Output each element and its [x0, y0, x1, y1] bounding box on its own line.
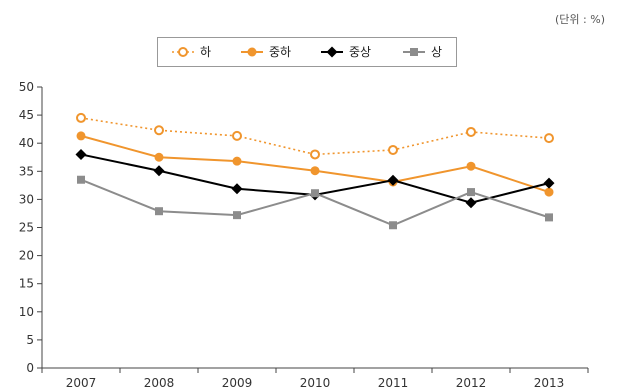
- legend-item: 상: [403, 45, 442, 59]
- legend-marker: [178, 47, 188, 57]
- y-tick-label: 5: [26, 333, 34, 347]
- x-tick-label: 2012: [456, 376, 487, 390]
- legend-item: 중하: [241, 45, 291, 59]
- data-point: [76, 112, 86, 123]
- x-tick-label: 2011: [378, 376, 409, 390]
- data-point: [153, 165, 165, 177]
- y-tick-label: 50: [19, 80, 34, 94]
- data-point: [467, 188, 475, 197]
- data-point: [389, 221, 397, 230]
- legend-label: 하: [200, 45, 211, 59]
- unit-label: (단위 : %): [555, 13, 605, 26]
- chart-legend: 하 중하 중상 상: [157, 37, 457, 67]
- data-point: [387, 174, 399, 186]
- y-tick-label: 10: [19, 305, 34, 319]
- data-point: [154, 125, 164, 136]
- x-tick-label: 2010: [300, 376, 331, 390]
- legend-item: 하: [172, 45, 211, 59]
- legend-marker: [326, 46, 338, 58]
- series-1: [76, 112, 554, 160]
- legend-item: 중상: [321, 45, 371, 59]
- series-line: [80, 134, 550, 194]
- y-tick-label: 40: [19, 136, 34, 150]
- data-point: [232, 156, 242, 166]
- data-point: [465, 197, 477, 209]
- data-point: [388, 144, 398, 155]
- data-point: [75, 148, 87, 160]
- series-line: [80, 178, 550, 227]
- x-tick-label: 2013: [534, 376, 565, 390]
- y-tick-label: 45: [19, 108, 34, 122]
- series-line: [80, 117, 550, 156]
- y-tick-label: 0: [26, 361, 34, 375]
- data-point: [544, 187, 554, 197]
- series-2: [76, 131, 554, 197]
- data-point: [154, 152, 164, 162]
- data-point: [155, 207, 163, 216]
- y-tick-label: 35: [19, 164, 34, 178]
- data-point: [311, 189, 319, 198]
- x-tick-label: 2007: [66, 376, 97, 390]
- x-tick-label: 2008: [144, 376, 175, 390]
- data-point: [544, 133, 554, 144]
- data-point: [310, 149, 320, 160]
- legend-label: 상: [431, 45, 442, 59]
- data-point: [466, 161, 476, 171]
- data-point: [310, 166, 320, 176]
- y-tick-label: 30: [19, 192, 34, 206]
- data-point: [232, 130, 242, 141]
- x-tick-label: 2009: [222, 376, 253, 390]
- data-point: [466, 126, 476, 137]
- legend-label: 중하: [269, 45, 291, 59]
- legend-marker: [247, 47, 257, 57]
- y-tick-label: 25: [19, 221, 34, 235]
- series-4: [77, 175, 553, 230]
- data-point: [233, 211, 241, 220]
- legend-marker: [410, 48, 418, 56]
- y-tick-label: 15: [19, 277, 34, 291]
- data-point: [231, 183, 243, 195]
- legend-items: 하 중하 중상 상: [172, 45, 442, 59]
- legend-label: 중상: [349, 45, 371, 59]
- data-point: [543, 177, 555, 189]
- data-point: [545, 213, 553, 222]
- y-tick-label: 20: [19, 249, 34, 263]
- data-point: [76, 131, 86, 141]
- data-point: [77, 175, 85, 184]
